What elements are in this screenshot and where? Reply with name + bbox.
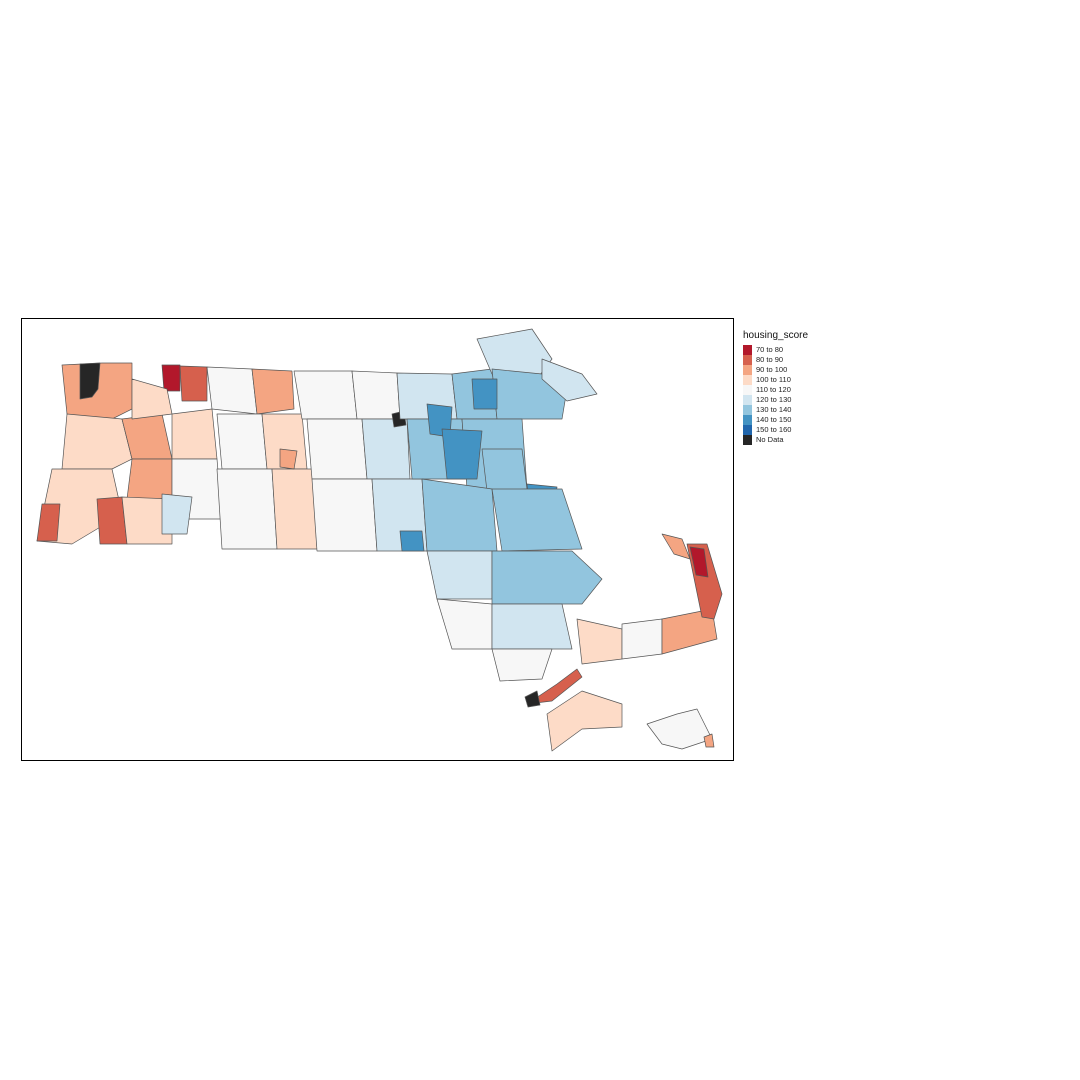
- legend-swatch: [743, 405, 753, 415]
- legend-swatch: [743, 355, 753, 365]
- region-pioneer-valley: [171, 408, 218, 460]
- legend-label: 140 to 150: [756, 415, 792, 424]
- legend-label: 90 to 100: [756, 365, 788, 374]
- choropleth-map: [36, 328, 723, 752]
- legend-swatch: [743, 375, 753, 385]
- region-worcester-central: [306, 418, 368, 480]
- legend-swatch: [743, 365, 753, 375]
- region-hampden: [161, 493, 193, 535]
- region-elizabeth-islands: [526, 668, 583, 705]
- region-south-shore: [491, 488, 583, 552]
- region-plymouth: [491, 550, 603, 605]
- legend-swatch: [743, 425, 753, 435]
- region-no-data-islands: [524, 690, 541, 708]
- map-legend: housing_score 70 to 80 80 to 90 90 to 10…: [743, 330, 853, 445]
- region-orange-spot: [279, 448, 298, 470]
- map-panel: [21, 318, 734, 761]
- legend-swatch: [743, 345, 753, 355]
- legend-item: 130 to 140: [743, 405, 853, 415]
- legend-item: 150 to 160: [743, 425, 853, 435]
- legend-label: 70 to 80: [756, 345, 784, 354]
- legend-item: 100 to 110: [743, 375, 853, 385]
- legend-label: No Data: [756, 435, 784, 444]
- legend-item: 80 to 90: [743, 355, 853, 365]
- region-cape-tip: [661, 533, 691, 560]
- region-worcester-east: [361, 418, 411, 480]
- legend-item: 110 to 120: [743, 385, 853, 395]
- region-north-franklin: [161, 364, 181, 392]
- legend-item: No Data: [743, 435, 853, 445]
- legend-swatch: [743, 385, 753, 395]
- region-nantucket-east: [703, 733, 715, 748]
- region-north-franklin-2: [179, 365, 208, 402]
- legend-label: 150 to 160: [756, 425, 792, 434]
- legend-label: 80 to 90: [756, 355, 784, 364]
- region-south-central: [271, 468, 318, 550]
- region-marthas-vineyard: [546, 690, 623, 752]
- region-worcester-north-2: [351, 370, 401, 420]
- region-cape-red: [689, 546, 709, 578]
- region-hampden-west: [121, 496, 173, 545]
- legend-rows: 70 to 80 80 to 90 90 to 100 100 to 110 1…: [743, 345, 853, 445]
- region-cape-mid: [621, 618, 663, 660]
- region-cape-west: [576, 618, 623, 665]
- legend-item: 70 to 80: [743, 345, 853, 355]
- region-boston-inner: [481, 448, 528, 492]
- region-worcester-south: [311, 478, 378, 552]
- legend-label: 130 to 140: [756, 405, 792, 414]
- legend-swatch: [743, 415, 753, 425]
- region-hampshire-east: [216, 413, 268, 470]
- region-framingham: [399, 530, 425, 552]
- region-no-data-northwest: [79, 362, 101, 400]
- legend-label: 120 to 130: [756, 395, 792, 404]
- legend-swatch: [743, 395, 753, 405]
- legend-label: 100 to 110: [756, 375, 791, 384]
- region-south-coast: [491, 648, 553, 682]
- legend-title: housing_score: [743, 330, 809, 341]
- region-worcester-north: [293, 370, 358, 420]
- region-norfolk: [421, 478, 498, 552]
- region-cape-east: [661, 608, 718, 655]
- legend-label: 110 to 120: [756, 385, 791, 394]
- region-middlesex-core-2: [471, 378, 498, 410]
- legend-item: 140 to 150: [743, 415, 853, 425]
- region-franklin-east: [206, 366, 258, 415]
- region-west-central: [61, 413, 133, 470]
- legend-item: 120 to 130: [743, 395, 853, 405]
- region-bristol-north: [436, 598, 493, 650]
- region-west-hills-2: [126, 458, 173, 500]
- legend-item: 90 to 100: [743, 365, 853, 375]
- region-plymouth-north: [426, 550, 493, 600]
- region-boston-core: [441, 428, 483, 480]
- region-southwest-red: [36, 503, 61, 542]
- region-nantucket: [646, 708, 713, 750]
- region-franklin-east-2: [251, 368, 295, 415]
- region-bristol: [491, 603, 573, 650]
- region-south-central-west: [216, 468, 278, 550]
- region-essex-coast: [541, 358, 598, 402]
- legend-swatch: [743, 435, 753, 445]
